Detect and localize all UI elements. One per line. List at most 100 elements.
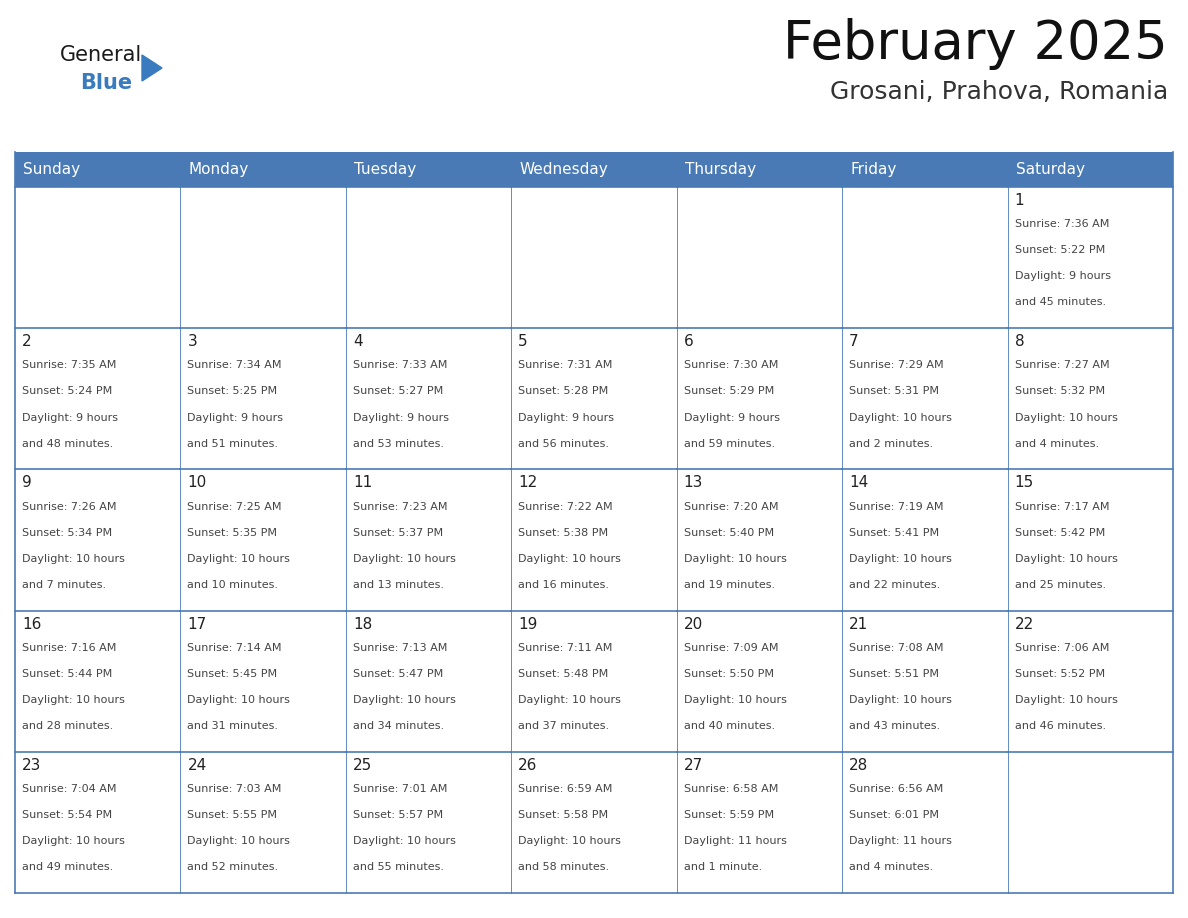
Bar [511,610,677,752]
Text: Daylight: 10 hours: Daylight: 10 hours [1015,554,1118,564]
Text: 9: 9 [23,476,32,490]
Text: and 49 minutes.: and 49 minutes. [23,862,113,872]
Text: Sunrise: 7:31 AM: Sunrise: 7:31 AM [518,361,613,370]
Text: Sunrise: 7:29 AM: Sunrise: 7:29 AM [849,361,943,370]
Text: and 25 minutes.: and 25 minutes. [1015,580,1106,590]
Text: Sunrise: 7:26 AM: Sunrise: 7:26 AM [23,501,116,511]
Text: Sunrise: 7:08 AM: Sunrise: 7:08 AM [849,643,943,653]
Text: Sunset: 5:59 PM: Sunset: 5:59 PM [684,810,773,820]
Text: and 2 minutes.: and 2 minutes. [849,439,934,449]
Text: Sunset: 5:57 PM: Sunset: 5:57 PM [353,810,443,820]
Text: Sunrise: 7:34 AM: Sunrise: 7:34 AM [188,361,282,370]
Text: Daylight: 9 hours: Daylight: 9 hours [353,412,449,422]
Text: 11: 11 [353,476,372,490]
Text: Sunrise: 7:19 AM: Sunrise: 7:19 AM [849,501,943,511]
Text: Sunset: 5:25 PM: Sunset: 5:25 PM [188,386,278,397]
Bar [181,329,346,469]
Text: Daylight: 10 hours: Daylight: 10 hours [23,836,125,846]
Text: Sunset: 5:29 PM: Sunset: 5:29 PM [684,386,773,397]
Text: 27: 27 [684,757,703,773]
Text: and 1 minute.: and 1 minute. [684,862,762,872]
Bar [1007,610,1173,752]
Bar [181,187,346,329]
Text: Sunrise: 6:59 AM: Sunrise: 6:59 AM [518,784,613,794]
Text: Sunday: Sunday [23,162,80,177]
Text: and 55 minutes.: and 55 minutes. [353,862,444,872]
Text: Sunrise: 7:25 AM: Sunrise: 7:25 AM [188,501,282,511]
Text: Sunset: 5:35 PM: Sunset: 5:35 PM [188,528,278,538]
Text: and 7 minutes.: and 7 minutes. [23,580,106,590]
Text: and 16 minutes.: and 16 minutes. [518,580,609,590]
Text: Daylight: 10 hours: Daylight: 10 hours [849,695,952,705]
Text: Monday: Monday [189,162,248,177]
Text: and 31 minutes.: and 31 minutes. [188,721,278,731]
Text: Saturday: Saturday [1016,162,1085,177]
Polygon shape [143,55,162,81]
Text: Sunrise: 7:14 AM: Sunrise: 7:14 AM [188,643,282,653]
Text: Daylight: 10 hours: Daylight: 10 hours [188,836,290,846]
Text: 15: 15 [1015,476,1034,490]
Bar [677,610,842,752]
Text: 18: 18 [353,617,372,632]
Text: 12: 12 [518,476,537,490]
Text: Sunrise: 7:16 AM: Sunrise: 7:16 AM [23,643,116,653]
Text: 16: 16 [23,617,42,632]
Text: 3: 3 [188,334,197,349]
Text: Sunrise: 7:17 AM: Sunrise: 7:17 AM [1015,501,1110,511]
Text: 26: 26 [518,757,538,773]
Text: Sunrise: 6:56 AM: Sunrise: 6:56 AM [849,784,943,794]
Text: 2: 2 [23,334,32,349]
Text: and 45 minutes.: and 45 minutes. [1015,297,1106,308]
Text: Daylight: 10 hours: Daylight: 10 hours [518,554,621,564]
Text: Friday: Friday [851,162,897,177]
Text: and 51 minutes.: and 51 minutes. [188,439,278,449]
Text: Sunrise: 7:22 AM: Sunrise: 7:22 AM [518,501,613,511]
Bar [511,752,677,893]
Text: 7: 7 [849,334,859,349]
Text: and 37 minutes.: and 37 minutes. [518,721,609,731]
Text: and 46 minutes.: and 46 minutes. [1015,721,1106,731]
Text: Sunset: 5:24 PM: Sunset: 5:24 PM [23,386,112,397]
Text: Daylight: 11 hours: Daylight: 11 hours [849,836,952,846]
Text: Daylight: 10 hours: Daylight: 10 hours [188,695,290,705]
Text: Daylight: 10 hours: Daylight: 10 hours [1015,695,1118,705]
Text: Sunset: 5:28 PM: Sunset: 5:28 PM [518,386,608,397]
Text: 25: 25 [353,757,372,773]
Text: Grosani, Prahova, Romania: Grosani, Prahova, Romania [829,80,1168,104]
Bar [15,469,181,610]
Text: Sunset: 6:01 PM: Sunset: 6:01 PM [849,810,940,820]
Text: and 19 minutes.: and 19 minutes. [684,580,775,590]
Text: Sunrise: 7:11 AM: Sunrise: 7:11 AM [518,643,613,653]
Text: Sunset: 5:55 PM: Sunset: 5:55 PM [188,810,278,820]
Text: and 43 minutes.: and 43 minutes. [849,721,940,731]
Bar [15,187,181,329]
Text: 22: 22 [1015,617,1034,632]
Text: 24: 24 [188,757,207,773]
Bar [15,329,181,469]
Text: Sunrise: 7:30 AM: Sunrise: 7:30 AM [684,361,778,370]
Text: and 48 minutes.: and 48 minutes. [23,439,113,449]
Bar [1007,329,1173,469]
Text: Sunset: 5:58 PM: Sunset: 5:58 PM [518,810,608,820]
Text: and 34 minutes.: and 34 minutes. [353,721,444,731]
Text: Daylight: 9 hours: Daylight: 9 hours [23,412,118,422]
Text: Sunrise: 7:13 AM: Sunrise: 7:13 AM [353,643,447,653]
Text: Sunrise: 7:09 AM: Sunrise: 7:09 AM [684,643,778,653]
Text: Blue: Blue [80,73,132,93]
Text: Sunset: 5:38 PM: Sunset: 5:38 PM [518,528,608,538]
Bar [346,752,511,893]
Bar [346,329,511,469]
Text: 19: 19 [518,617,538,632]
Text: Sunrise: 7:06 AM: Sunrise: 7:06 AM [1015,643,1108,653]
Text: 23: 23 [23,757,42,773]
Text: Sunset: 5:40 PM: Sunset: 5:40 PM [684,528,773,538]
Text: Sunrise: 7:01 AM: Sunrise: 7:01 AM [353,784,447,794]
Text: Daylight: 9 hours: Daylight: 9 hours [684,412,779,422]
Text: Sunset: 5:51 PM: Sunset: 5:51 PM [849,669,940,678]
Bar [842,329,1007,469]
Text: Sunrise: 6:58 AM: Sunrise: 6:58 AM [684,784,778,794]
Bar [842,752,1007,893]
Text: Daylight: 10 hours: Daylight: 10 hours [188,554,290,564]
Text: and 4 minutes.: and 4 minutes. [1015,439,1099,449]
Text: and 4 minutes.: and 4 minutes. [849,862,934,872]
